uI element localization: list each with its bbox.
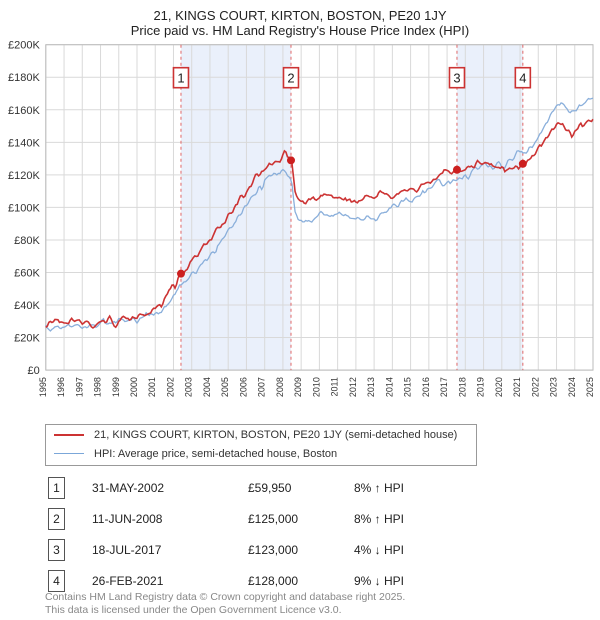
svg-text:2005: 2005	[220, 377, 230, 397]
svg-text:£40K: £40K	[14, 300, 40, 312]
svg-text:£20K: £20K	[14, 333, 40, 345]
svg-text:4: 4	[519, 71, 526, 86]
svg-text:2: 2	[287, 71, 294, 86]
svg-text:2001: 2001	[147, 377, 157, 397]
svg-text:1995: 1995	[38, 377, 48, 397]
svg-text:£200K: £200K	[8, 40, 40, 52]
svg-text:2000: 2000	[129, 377, 139, 397]
svg-text:2009: 2009	[293, 377, 303, 397]
svg-text:£180K: £180K	[8, 72, 40, 84]
svg-text:2025: 2025	[585, 377, 595, 397]
svg-text:1996: 1996	[56, 377, 66, 397]
svg-text:£140K: £140K	[8, 137, 40, 149]
svg-text:2008: 2008	[275, 377, 285, 397]
svg-text:£0: £0	[28, 365, 40, 377]
svg-text:2015: 2015	[403, 377, 413, 397]
svg-text:3: 3	[453, 71, 460, 86]
svg-text:2007: 2007	[257, 377, 267, 397]
svg-text:2014: 2014	[384, 377, 394, 397]
svg-text:£80K: £80K	[14, 235, 40, 247]
svg-text:1: 1	[177, 71, 184, 86]
svg-text:£160K: £160K	[8, 105, 40, 117]
svg-text:1999: 1999	[111, 377, 121, 397]
svg-text:2003: 2003	[184, 377, 194, 397]
svg-text:2013: 2013	[366, 377, 376, 397]
svg-text:2010: 2010	[311, 377, 321, 397]
svg-text:£60K: £60K	[14, 267, 40, 279]
svg-text:2012: 2012	[348, 377, 358, 397]
svg-text:2024: 2024	[567, 377, 577, 397]
svg-text:1997: 1997	[74, 377, 84, 397]
svg-text:2002: 2002	[165, 377, 175, 397]
svg-text:2017: 2017	[439, 377, 449, 397]
svg-text:£120K: £120K	[8, 170, 40, 182]
svg-text:2020: 2020	[494, 377, 504, 397]
svg-text:2019: 2019	[476, 377, 486, 397]
svg-text:2006: 2006	[238, 377, 248, 397]
svg-text:2011: 2011	[330, 377, 340, 396]
svg-text:2004: 2004	[202, 377, 212, 397]
svg-text:2018: 2018	[457, 377, 467, 397]
svg-text:1998: 1998	[93, 377, 103, 397]
svg-text:2023: 2023	[549, 377, 559, 397]
svg-text:2022: 2022	[530, 377, 540, 397]
svg-text:2016: 2016	[421, 377, 431, 397]
svg-text:2021: 2021	[512, 377, 522, 397]
svg-text:£100K: £100K	[8, 202, 40, 214]
